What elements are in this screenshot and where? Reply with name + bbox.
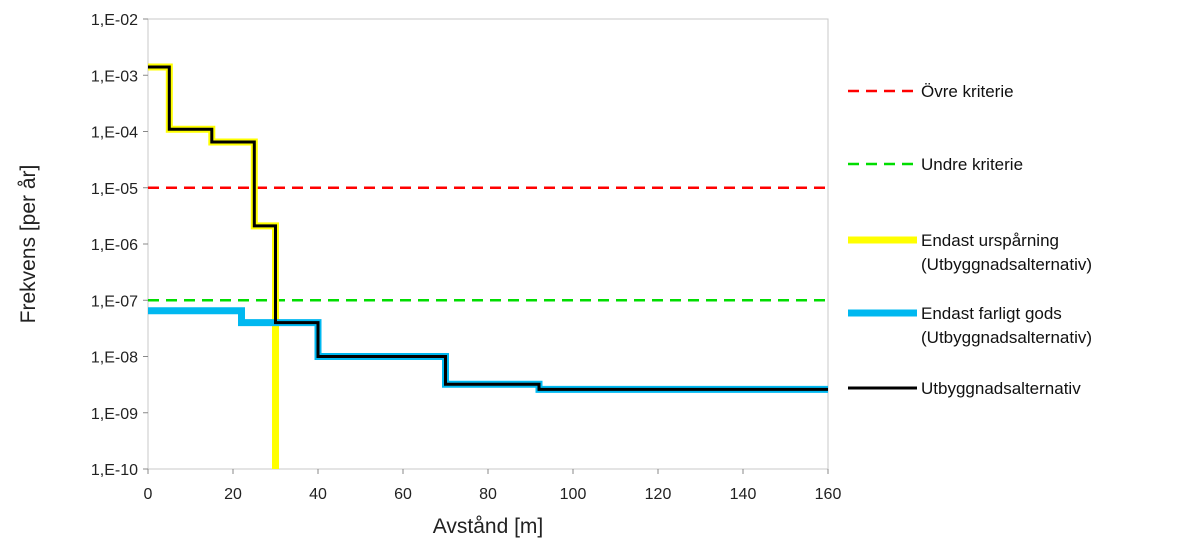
legend-label-övre-kriterie: Övre kriterie [921, 82, 1014, 101]
y-tick-label: 1,E-05 [91, 181, 138, 198]
x-tick-label: 60 [394, 486, 412, 503]
x-axis: 0 20 40 60 80 100 120 140 160 [144, 469, 842, 503]
legend: Övre kriterie Undre kriterie Endast urspår… [848, 82, 1092, 398]
x-tick-label: 20 [224, 486, 242, 503]
x-tick-label: 0 [144, 486, 153, 503]
x-tick-label: 120 [645, 486, 672, 503]
x-tick-label: 40 [309, 486, 327, 503]
x-tick-label: 140 [730, 486, 757, 503]
x-axis-title: Avstånd [m] [433, 515, 544, 538]
y-tick-label: 1,E-02 [91, 12, 138, 29]
y-tick-label: 1,E-07 [91, 293, 138, 310]
legend-label-utbyggnadsalternativ: Utbyggnadsalternativ [921, 379, 1081, 398]
y-axis-title: Frekvens [per år] [17, 165, 40, 324]
x-tick-label: 100 [560, 486, 587, 503]
y-tick-label: 1,E-04 [91, 125, 138, 142]
y-tick-label: 1,E-08 [91, 350, 138, 367]
y-tick-label: 1,E-09 [91, 406, 138, 423]
y-axis: 1,E-02 1,E-03 1,E-04 1,E-05 1,E-06 1,E-07 1,E-… [91, 12, 148, 479]
x-tick-label: 160 [815, 486, 842, 503]
series-line-utbyggnadsalternativ [148, 65, 828, 391]
y-tick-label: 1,E-03 [91, 68, 138, 85]
y-tick-label: 1,E-06 [91, 237, 138, 254]
series-layer [148, 63, 828, 469]
plot-area [147, 18, 829, 470]
legend-label-endast-urspårning: Endast urspårning [921, 231, 1059, 250]
legend-label-endast-farligt-gods: (Utbyggnadsalternativ) [921, 328, 1092, 347]
legend-label-endast-farligt-gods: Endast farligt gods [921, 304, 1062, 323]
x-tick-label: 80 [479, 486, 497, 503]
legend-label-undre-kriterie: Undre kriterie [921, 155, 1023, 174]
y-tick-label: 1,E-10 [91, 462, 138, 479]
legend-label-endast-urspårning: (Utbyggnadsalternativ) [921, 255, 1092, 274]
